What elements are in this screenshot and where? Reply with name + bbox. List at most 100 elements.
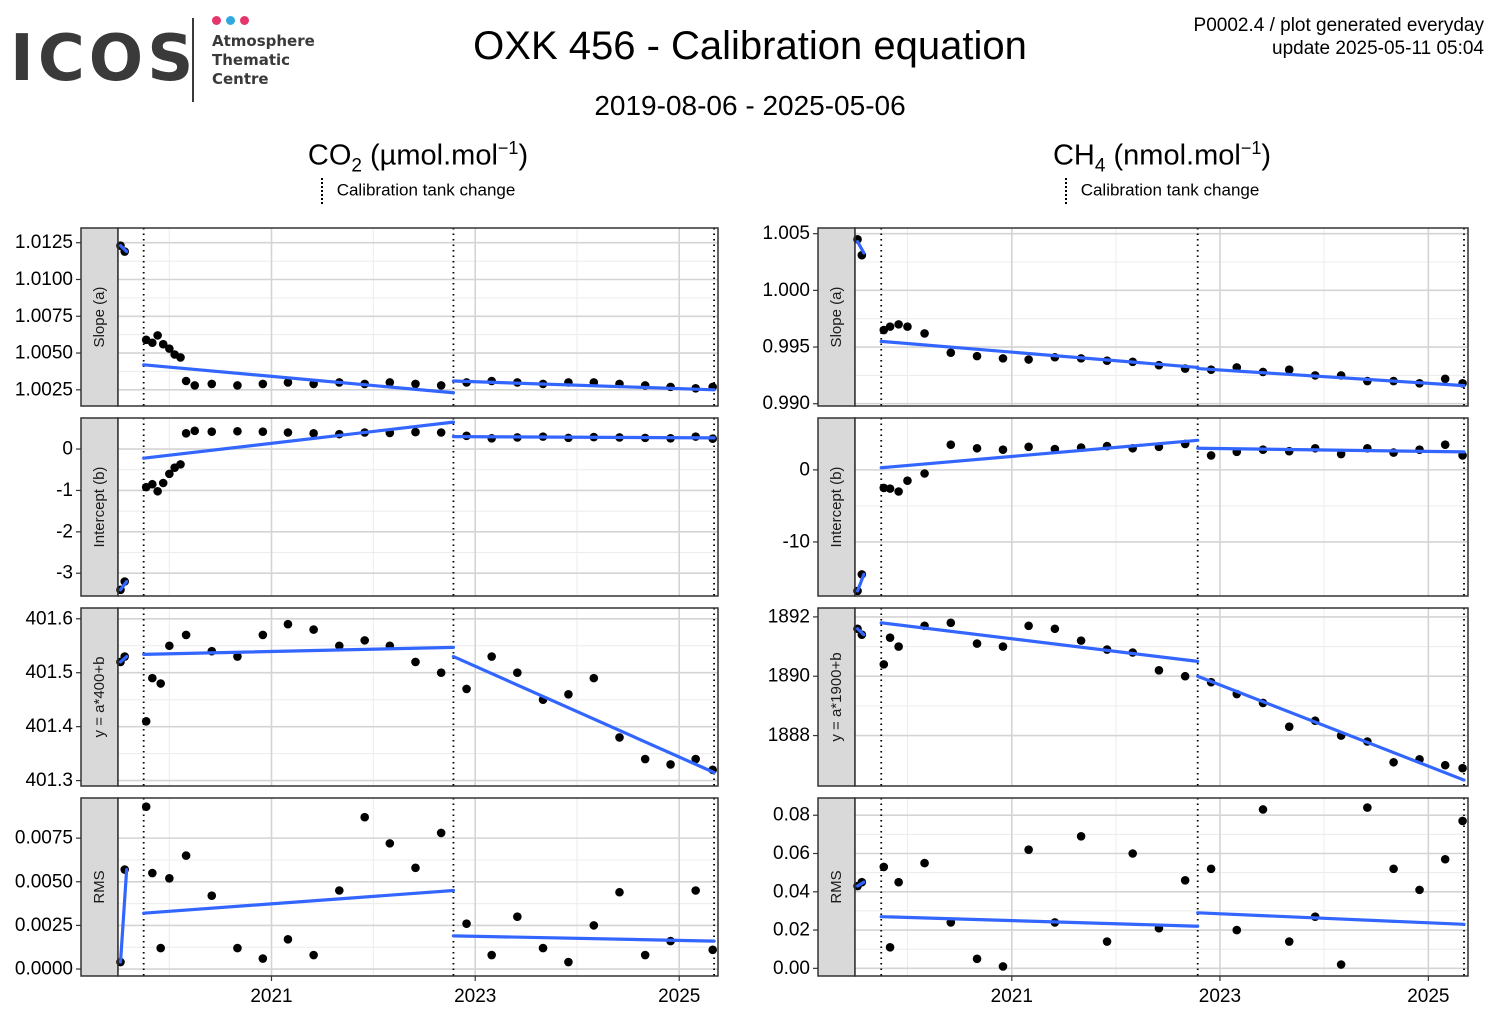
data-point	[141, 802, 151, 812]
data-point	[148, 868, 157, 878]
data-point	[1024, 621, 1033, 631]
data-point	[148, 479, 157, 489]
data-point	[946, 440, 956, 449]
x-tick-label: 2025	[1407, 986, 1449, 1007]
data-point	[207, 427, 217, 436]
data-point	[156, 943, 165, 953]
data-point	[156, 679, 165, 688]
y-tick-label: 0.00	[773, 958, 810, 979]
y-tick-label: 1890	[768, 666, 810, 687]
data-point	[258, 427, 268, 436]
fit-line	[855, 572, 866, 593]
panel-border	[117, 227, 719, 407]
data-point	[436, 381, 446, 390]
data-point	[1440, 374, 1450, 384]
meta-line: P0002.4 / plot generated everyday	[1193, 15, 1484, 36]
data-point	[1050, 624, 1060, 634]
fit-line	[1196, 366, 1466, 388]
data-point	[564, 957, 573, 967]
y-tick-label: 401.3	[25, 770, 73, 791]
data-point	[158, 339, 168, 349]
fit-line	[451, 654, 716, 775]
species-name: CO	[307, 139, 352, 172]
fit-line	[879, 438, 1200, 470]
data-point	[487, 652, 496, 661]
data-point	[894, 487, 903, 496]
x-tick-label: 2021	[991, 986, 1033, 1007]
fit-line	[855, 880, 866, 888]
data-point	[691, 754, 700, 764]
data-point	[640, 950, 650, 960]
data-point	[894, 642, 903, 651]
fit-line	[879, 915, 1200, 928]
data-point	[920, 469, 929, 478]
y-tick-label: 1.005	[762, 223, 810, 244]
data-point	[513, 912, 522, 921]
facet-strip-label: Intercept (b)	[828, 467, 845, 548]
fit-line	[118, 579, 129, 592]
data-point	[181, 429, 191, 438]
panel-border	[854, 797, 1469, 977]
y-tick-label: 401.4	[25, 716, 73, 737]
data-point	[411, 379, 420, 389]
fit-line	[142, 420, 456, 460]
data-point	[998, 962, 1008, 971]
panel-background	[855, 228, 1468, 406]
data-point	[879, 862, 889, 872]
data-point	[335, 886, 344, 895]
y-tick-label: 0.08	[773, 805, 810, 826]
data-point	[998, 354, 1008, 363]
fit-line	[1196, 911, 1466, 926]
logo-line: Thematic	[212, 51, 291, 69]
data-point	[666, 760, 675, 769]
y-tick-label: 401.5	[25, 662, 73, 683]
data-point	[885, 484, 895, 493]
logo-wordmark: ICOS	[10, 22, 198, 96]
data-point	[283, 428, 293, 437]
data-point	[335, 641, 344, 651]
fit-line	[142, 363, 456, 395]
logo-line: Atmosphere	[212, 32, 315, 50]
data-point	[181, 376, 191, 386]
unit-exponent: −1	[497, 138, 519, 158]
species-subscript: 2	[351, 155, 362, 177]
data-point	[411, 657, 420, 667]
fit-line	[879, 339, 1200, 370]
panel-background	[855, 608, 1468, 786]
y-tick-label: 0.0025	[15, 915, 73, 936]
fit-line	[1196, 446, 1466, 454]
y-tick-label: 0.0000	[15, 959, 73, 980]
logo-dot	[240, 16, 249, 25]
y-tick-label: 0	[799, 459, 810, 480]
y-tick-label: -1	[56, 480, 73, 501]
data-point	[1336, 960, 1346, 969]
data-point	[258, 630, 268, 640]
data-point	[233, 652, 242, 661]
logo-line: Centre	[212, 70, 269, 88]
data-point	[998, 445, 1008, 455]
panel-border	[117, 797, 719, 977]
unit-close: )	[1261, 139, 1272, 172]
data-point	[258, 379, 268, 389]
panel-border	[117, 417, 719, 597]
unit-exponent: −1	[1240, 138, 1262, 158]
fit-line	[855, 627, 866, 637]
y-tick-label: 1.000	[762, 280, 810, 301]
data-point	[309, 429, 318, 438]
data-point	[1154, 666, 1164, 675]
icos-logo: ICOS Atmosphere Thematic Centre	[10, 14, 330, 104]
data-point	[360, 812, 369, 822]
y-tick-label: 0.06	[773, 843, 810, 864]
y-tick-label: 1892	[768, 606, 810, 627]
data-point	[1206, 451, 1216, 460]
data-point	[1440, 760, 1450, 770]
plot-meta: P0002.4 / plot generated everyday update…	[1194, 14, 1484, 60]
chart-title: OXK 456 - Calibration equation	[473, 24, 1027, 68]
data-point	[158, 478, 168, 488]
dotted-line-key	[320, 178, 323, 204]
fit-line	[1196, 674, 1466, 782]
fit-line	[142, 888, 456, 915]
data-point	[946, 618, 956, 628]
data-point	[513, 668, 522, 678]
facet-strip	[80, 797, 119, 977]
